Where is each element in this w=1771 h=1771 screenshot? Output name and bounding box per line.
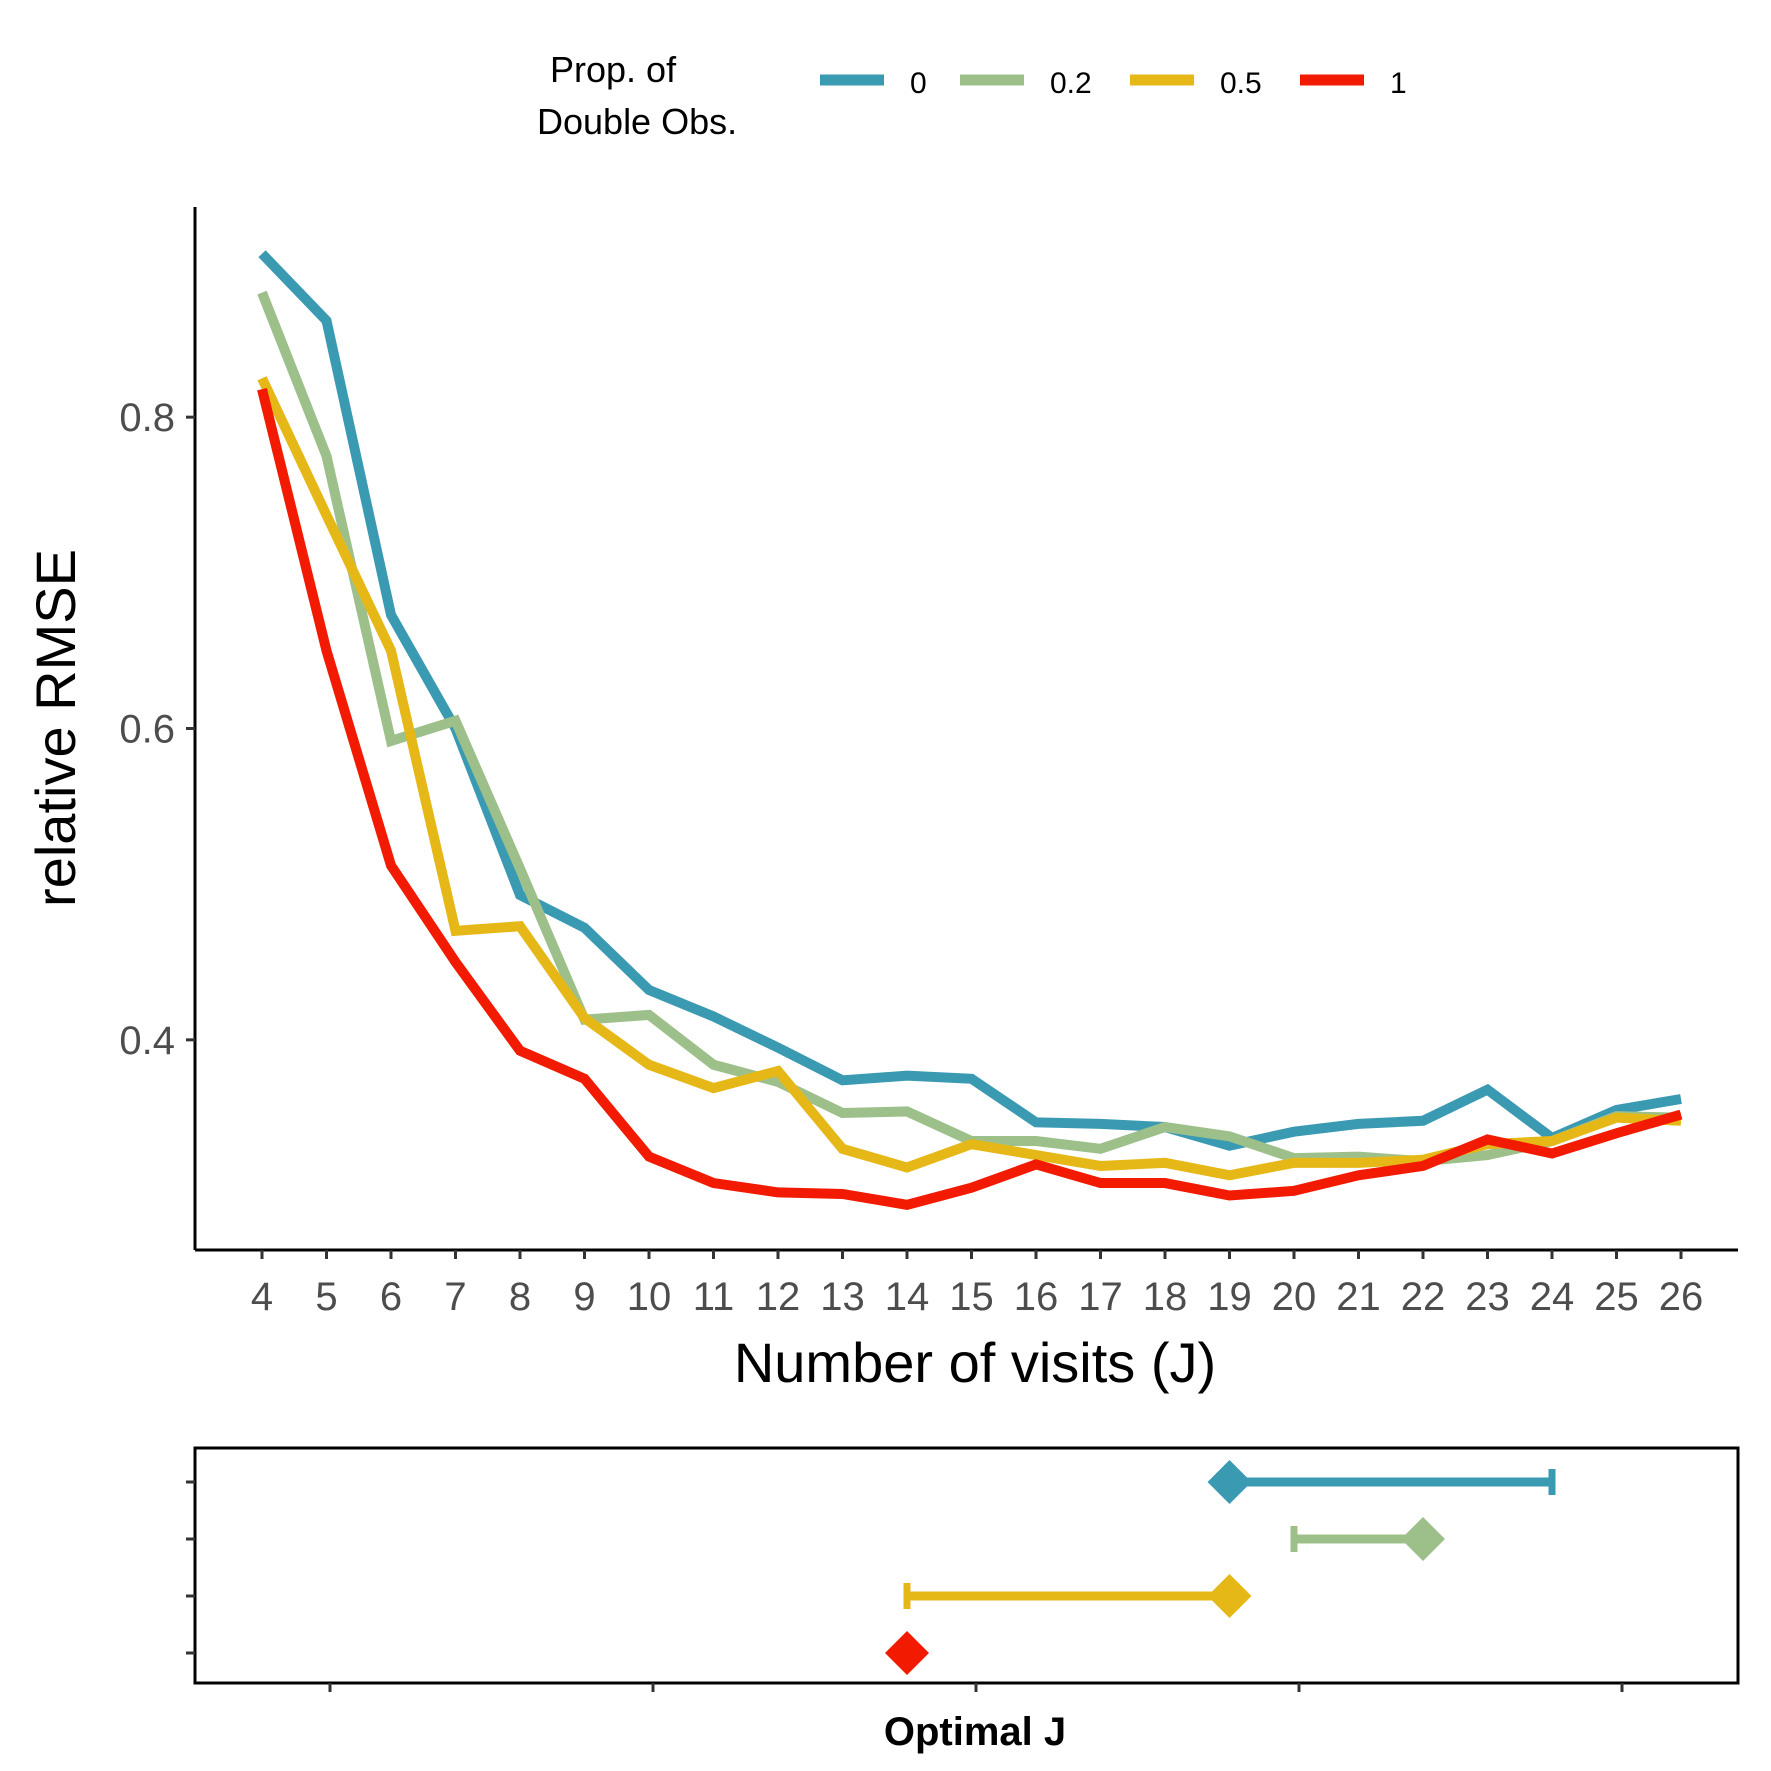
x-tick-label: 23 [1465, 1275, 1510, 1319]
x-axis-title: Number of visits (J) [734, 1331, 1216, 1394]
x-tick-label: 11 [693, 1275, 735, 1319]
optimal-j-marker-0.5 [1207, 1574, 1252, 1618]
x-tick-label: 14 [885, 1275, 930, 1319]
optimal-j-marker-1 [885, 1631, 929, 1675]
y-axis-title: relative RMSE [24, 549, 87, 907]
x-tick-label: 21 [1336, 1275, 1381, 1319]
legend-label-0.5: 0.5 [1220, 67, 1262, 100]
optimal-j-marker-0 [1207, 1460, 1252, 1504]
x-tick-label: 12 [756, 1275, 801, 1319]
y-tick-label: 0.8 [119, 396, 175, 440]
x-tick-label: 26 [1659, 1275, 1704, 1319]
legend-label-0.2: 0.2 [1050, 67, 1092, 100]
x-tick-label: 5 [315, 1275, 337, 1319]
optimal-j-y-ticks [186, 1480, 195, 1655]
legend-label-0: 0 [910, 67, 927, 100]
x-tick-label: 15 [949, 1275, 994, 1319]
x-tick-label: 6 [380, 1275, 402, 1319]
x-tick-label: 9 [573, 1275, 595, 1319]
x-tick-label: 8 [509, 1275, 531, 1319]
legend: Prop. of Double Obs. 0 0.2 0.5 1 [537, 49, 1407, 142]
x-tick-label: 20 [1272, 1275, 1317, 1319]
y-tick-label: 0.4 [119, 1019, 175, 1063]
optimal-j-panel: Optimal J [186, 1446, 1740, 1754]
legend-label-1: 1 [1390, 67, 1407, 100]
x-tick-label: 7 [444, 1275, 466, 1319]
legend-title-line1: Prop. of [550, 49, 677, 90]
x-tick-label: 10 [627, 1275, 672, 1319]
main-panel: 0.4 0.6 0.8 4 5 6 7 8 9 10 11 12 13 14 15 16 17 18 19 20 21… [24, 207, 1738, 1394]
series-line-1 [257, 387, 1683, 1210]
x-tick-label: 17 [1078, 1275, 1123, 1319]
x-tick-label: 25 [1594, 1275, 1639, 1319]
optimal-j-panel-border [193, 1446, 1740, 1685]
y-ticks: 0.4 0.6 0.8 [119, 396, 195, 1063]
series-line-0.2 [257, 290, 1682, 1167]
legend-items: 0 0.2 0.5 1 [820, 67, 1407, 100]
x-tick-label: 16 [1014, 1275, 1059, 1319]
series-line-0 [258, 250, 1682, 1151]
optimal-j-x-ticks [328, 1683, 1624, 1692]
x-tick-label: 24 [1530, 1275, 1575, 1319]
series-lines [257, 250, 1683, 1210]
x-tick-label: 18 [1143, 1275, 1188, 1319]
x-tick-label: 13 [820, 1275, 865, 1319]
legend-title-line2: Double Obs. [537, 101, 737, 142]
y-tick-label: 0.6 [119, 708, 175, 752]
x-ticks: 4 5 6 7 8 9 10 11 12 13 14 15 16 17 18 19 20 21 22 23 24 25 26 [251, 1250, 1703, 1319]
optimal-j-ranges [885, 1460, 1556, 1675]
x-tick-label: 22 [1401, 1275, 1446, 1319]
optimal-j-marker-0.2 [1401, 1517, 1445, 1561]
x-tick-label: 19 [1207, 1275, 1252, 1319]
x-tick-label: 4 [251, 1275, 273, 1319]
optimal-j-axis-title: Optimal J [884, 1710, 1066, 1754]
